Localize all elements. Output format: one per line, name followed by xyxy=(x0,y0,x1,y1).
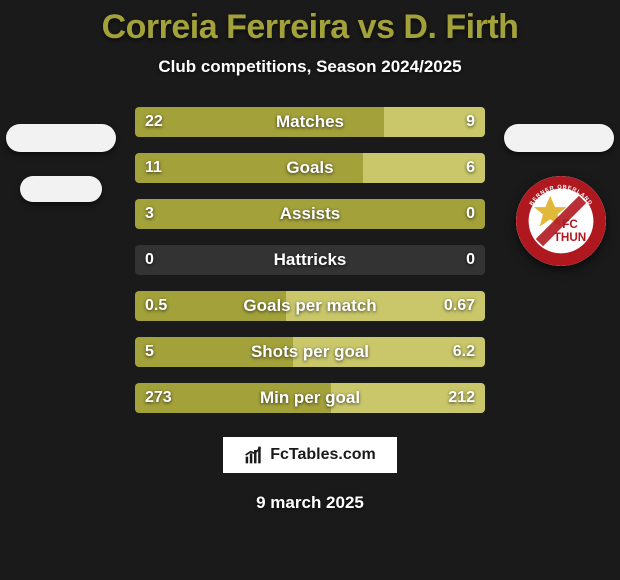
brand-text: FcTables.com xyxy=(270,446,376,464)
stat-label: Shots per goal xyxy=(251,342,369,362)
stat-value-right: 6.2 xyxy=(453,343,475,361)
stat-label: Goals per match xyxy=(243,296,376,316)
stat-value-left: 5 xyxy=(145,343,154,361)
stat-row: 3 0 Assists xyxy=(135,199,485,229)
date-text: 9 march 2025 xyxy=(0,493,620,513)
stat-label: Matches xyxy=(276,112,344,132)
comparison-chart: 22 9 Matches 11 6 Goals 3 0 Assists 0 0 Hattricks 0.… xyxy=(0,107,620,413)
stat-value-right: 9 xyxy=(466,113,475,131)
stat-value-left: 3 xyxy=(145,205,154,223)
stat-value-left: 0.5 xyxy=(145,297,167,315)
stat-row: 22 9 Matches xyxy=(135,107,485,137)
stat-value-left: 273 xyxy=(145,389,172,407)
stat-label: Hattricks xyxy=(274,250,347,270)
chart-icon xyxy=(244,445,264,465)
stat-value-right: 212 xyxy=(448,389,475,407)
stat-row: 0 0 Hattricks xyxy=(135,245,485,275)
stat-value-right: 0.67 xyxy=(444,297,475,315)
stat-value-right: 6 xyxy=(466,159,475,177)
bar-left xyxy=(135,107,384,137)
subtitle: Club competitions, Season 2024/2025 xyxy=(0,57,620,77)
stat-value-left: 11 xyxy=(145,159,162,177)
brand-badge: FcTables.com xyxy=(221,435,399,475)
page-title: Correia Ferreira vs D. Firth xyxy=(0,0,620,47)
stat-label: Goals xyxy=(286,158,333,178)
stat-value-right: 0 xyxy=(466,251,475,269)
stat-value-left: 22 xyxy=(145,113,163,131)
stat-row: 11 6 Goals xyxy=(135,153,485,183)
stat-row: 0.5 0.67 Goals per match xyxy=(135,291,485,321)
stat-value-right: 0 xyxy=(466,205,475,223)
stat-row: 5 6.2 Shots per goal xyxy=(135,337,485,367)
stat-label: Assists xyxy=(280,204,340,224)
stat-row: 273 212 Min per goal xyxy=(135,383,485,413)
stat-label: Min per goal xyxy=(260,388,360,408)
stat-value-left: 0 xyxy=(145,251,154,269)
